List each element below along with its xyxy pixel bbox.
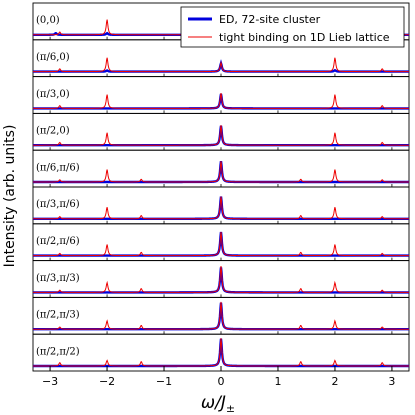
panel-label: (π/2,0) <box>36 126 70 137</box>
panels-layer: (0,0) (π/6,0) (π/3,0) (π/2,0) (π/6,π/6) (π/3,… <box>32 2 410 372</box>
legend: ED, 72-site cluster tight binding on 1D … <box>180 6 405 48</box>
legend-box <box>180 6 405 48</box>
series-tight-binding-line <box>33 93 409 109</box>
panel-3: (π/2,0) <box>32 112 410 151</box>
panel-label: (π/3,0) <box>36 89 70 100</box>
panel-7: (π/3,π/3) <box>32 260 410 298</box>
x-tick-label: 1 <box>274 375 281 388</box>
x-axis-title-sub: ± <box>226 402 235 415</box>
panel-label: (π/2,π/2) <box>36 346 80 357</box>
panel-label: (π/2,π/6) <box>36 236 80 247</box>
legend-label-tb: tight binding on 1D Lieb lattice <box>219 31 390 44</box>
panel-label: (π/6,0) <box>36 52 70 63</box>
panel-5: (π/3,π/6) <box>32 186 410 225</box>
series-tight-binding-line <box>33 265 409 293</box>
series-tight-binding-line <box>33 161 409 183</box>
x-tick-label: 0 <box>218 375 225 388</box>
x-tick-label: 3 <box>388 375 395 388</box>
x-axis-title-main: ω/J <box>201 393 226 413</box>
x-tick-label: 2 <box>331 375 338 388</box>
x-tick-label: −1 <box>156 375 172 388</box>
y-axis-title: Intensity (arb. units) <box>2 125 18 268</box>
x-axis: −3 −2 −1 0 1 2 3 <box>42 366 395 388</box>
x-tick-label: −3 <box>42 375 58 388</box>
panel-6: (π/2,π/6) <box>32 223 410 262</box>
panel-2: (π/3,0) <box>32 76 410 114</box>
series-tight-binding-line <box>33 57 409 73</box>
panel-label: (π/2,π/3) <box>36 310 80 321</box>
series-tight-binding-line <box>33 301 409 330</box>
x-tick-label: −2 <box>99 375 115 388</box>
panel-label: (0,0) <box>36 15 60 26</box>
series-tight-binding-line <box>33 196 409 220</box>
legend-label-ed: ED, 72-site cluster <box>219 13 321 26</box>
panel-label: (π/3,π/3) <box>36 273 80 284</box>
panel-9: (π/2,π/2) <box>32 333 410 372</box>
series-tight-binding-line <box>33 231 409 257</box>
panel-4: (π/6,π/6) <box>32 149 410 188</box>
series-tight-binding-line <box>33 125 409 146</box>
panel-8: (π/2,π/3) <box>32 296 410 335</box>
series-tight-binding-line <box>33 338 409 367</box>
x-axis-title: ω/J± <box>201 393 235 415</box>
panel-label: (π/6,π/6) <box>36 162 80 173</box>
panel-label: (π/3,π/6) <box>36 199 80 210</box>
